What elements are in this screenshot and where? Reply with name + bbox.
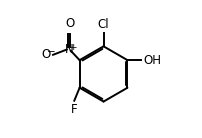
Text: N: N xyxy=(65,43,74,56)
Text: Cl: Cl xyxy=(98,18,109,31)
Text: O: O xyxy=(41,48,50,61)
Text: +: + xyxy=(69,43,76,52)
Text: F: F xyxy=(71,103,78,116)
Text: O: O xyxy=(65,17,74,30)
Text: −: − xyxy=(47,47,56,57)
Text: OH: OH xyxy=(143,54,161,67)
